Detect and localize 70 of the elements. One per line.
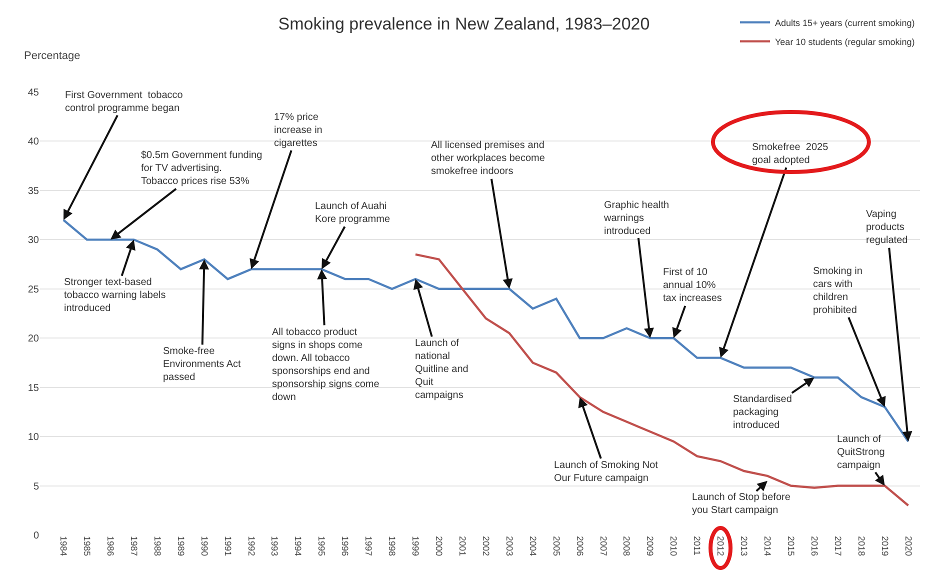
x-tick-label: 1987	[128, 536, 139, 556]
x-tick-label: 2005	[551, 536, 562, 556]
x-tick-label: 2012	[716, 536, 726, 556]
x-tick-label: 1992	[246, 536, 256, 556]
y-axis-title: Percentage	[24, 50, 80, 62]
x-tick-label: 1989	[176, 536, 186, 556]
annotation: Smoke-free Environments Act passed	[163, 346, 242, 383]
x-tick-label: 1993	[270, 536, 280, 556]
x-tick-label: 2004	[528, 536, 538, 556]
x-tick-label: 2007	[598, 536, 608, 556]
x-tick-label: 2000	[434, 536, 444, 556]
annotation: Smokefree 2025 goal adopted	[752, 142, 829, 166]
x-tick-label: 2014	[762, 536, 773, 556]
x-tick-label: 1996	[340, 536, 350, 556]
legend-label: Year 10 students (regular smoking)	[775, 36, 915, 47]
x-tick-label: 1986	[105, 536, 116, 556]
x-tick-label: 2018	[856, 536, 866, 556]
x-tick-label: 2009	[645, 536, 656, 556]
x-tick-label: 2015	[786, 536, 796, 556]
annotation: Launch of Auahi Kore programme	[315, 201, 390, 225]
x-tick-label: 2017	[832, 536, 843, 556]
x-tick-label: 2016	[809, 536, 820, 556]
chart-title: Smoking prevalence in New Zealand, 1983–2020	[278, 14, 650, 34]
y-tick-label: 10	[28, 432, 40, 444]
x-tick-label: 1991	[222, 536, 233, 556]
x-tick-label: 1997	[364, 536, 374, 556]
y-tick-label: 45	[28, 88, 40, 98]
annotation: Graphic health warnings introduced	[603, 200, 670, 237]
annotation: First Government tobacco control programme began	[65, 90, 184, 114]
x-tick-label: 2010	[668, 536, 679, 556]
y-tick-label: 20	[28, 334, 40, 345]
line-series	[414, 253, 910, 507]
annotation: Stronger text-based tobacco warning labels introduced	[64, 277, 166, 314]
x-tick-label: 1998	[387, 536, 398, 556]
annotation: Standardised packaging introduced	[733, 394, 792, 431]
annotation: First of 10 annual 10% tax increases	[663, 267, 722, 304]
annotation: Smoking in cars with children prohibited	[813, 266, 862, 316]
x-tick-label: 2002	[480, 536, 491, 556]
x-tick-label: 2013	[739, 536, 750, 556]
x-tick-label: 1988	[152, 536, 162, 556]
y-tick-label: 25	[28, 284, 40, 296]
annotation: Vaping products regulated	[866, 209, 908, 246]
legend-label: Adults 15+ years (current smoking)	[775, 18, 915, 28]
y-tick-label: 40	[28, 136, 40, 148]
annotation: $0.5m Government funding for TV advertising. Tobacco prices rise 53%	[141, 150, 262, 187]
x-tick-label: 1984	[58, 536, 69, 556]
x-tick-label: 2020	[903, 536, 914, 556]
y-tick-label: 30	[28, 235, 40, 246]
x-tick-label: 1990	[199, 536, 210, 556]
x-tick-label: 2008	[622, 536, 632, 556]
annotation: All tobacco product signs in shops come down. All tobacco sponsorships end and sponsorship signs come down	[272, 327, 380, 403]
annotation: Launch of Stop before you Start campaign	[692, 492, 791, 516]
annotation: All licensed premises and other workplaces become smokefree indoors	[431, 140, 546, 177]
annotation: Launch of Smoking Not Our Future campaign	[554, 460, 658, 484]
y-tick-label: 35	[28, 186, 40, 197]
x-tick-label: 1985	[82, 536, 92, 556]
x-tick-label: 2003	[504, 536, 514, 556]
annotation: Launch of QuitStrong campaign	[837, 434, 885, 471]
x-tick-label: 1995	[316, 536, 327, 556]
x-tick-label: 2011	[692, 536, 702, 556]
x-tick-label: 1999	[410, 536, 421, 556]
y-tick-label: 5	[33, 481, 40, 492]
x-tick-label: 2001	[457, 536, 468, 556]
x-tick-label: 1994	[293, 536, 304, 556]
y-tick-label: 0	[33, 530, 40, 542]
x-tick-label: 2019	[880, 536, 890, 556]
annotation: 17% price increase in cigarettes	[274, 112, 322, 149]
y-tick-label: 15	[28, 382, 40, 394]
annotation: Launch of national Quitline and Quit campaigns	[415, 338, 468, 401]
x-tick-label: 2006	[574, 536, 585, 556]
